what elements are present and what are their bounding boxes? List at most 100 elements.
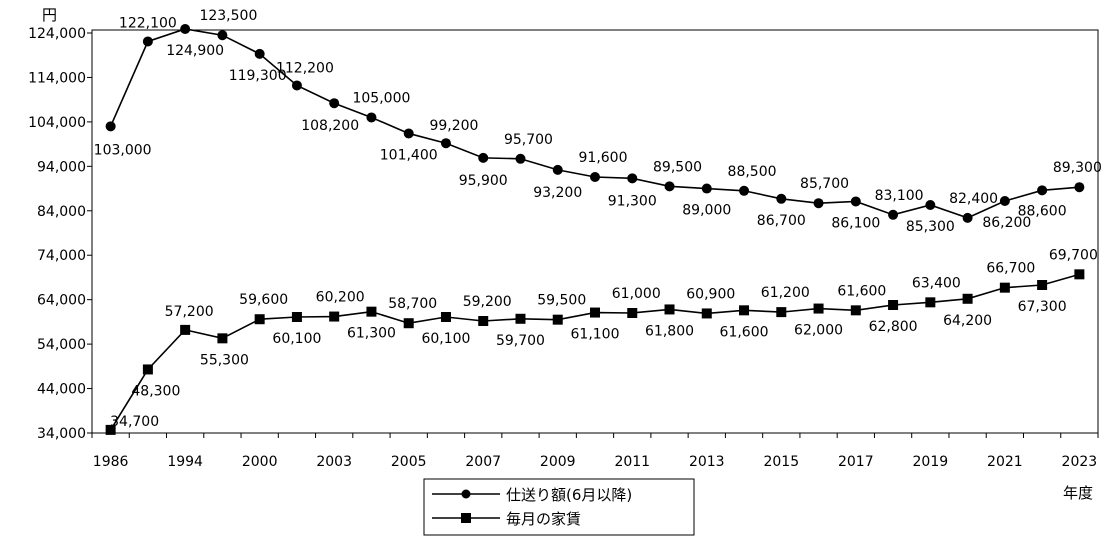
- data-point: [142, 36, 153, 47]
- data-point: [552, 164, 563, 175]
- data-point: [627, 173, 638, 184]
- axes: [91, 29, 1099, 434]
- x-tick-label: 1986: [93, 454, 129, 470]
- legend-marker-circle: [461, 489, 471, 499]
- data-point: [515, 153, 526, 164]
- data-label: 61,600: [720, 324, 769, 340]
- x-tick-label: 2000: [242, 454, 278, 470]
- data-point: [739, 185, 750, 196]
- data-label: 60,900: [686, 286, 735, 302]
- data-point: [552, 314, 563, 325]
- data-label: 62,000: [794, 323, 843, 339]
- data-point: [180, 324, 191, 335]
- data-labels-layer: 103,000 122,100 124,900 123,500 119,300112,2…: [94, 8, 1102, 430]
- data-label: 59,700: [496, 333, 545, 349]
- data-point: [1037, 185, 1048, 196]
- data-point: [813, 303, 824, 314]
- x-tick-label: 2019: [913, 454, 949, 470]
- x-tick-label: 2007: [465, 454, 501, 470]
- data-label: 95,700: [504, 132, 553, 148]
- data-point: [403, 318, 414, 329]
- data-label: 60,200: [316, 290, 365, 306]
- y-tick-label: 64,000: [37, 293, 86, 309]
- data-point: [403, 128, 414, 139]
- data-point: [142, 364, 153, 375]
- data-label: 103,000: [94, 142, 152, 158]
- data-point: [962, 212, 973, 223]
- data-point: [1074, 269, 1085, 280]
- y-tick-label: 124,000: [28, 26, 86, 42]
- data-label: 89,000: [682, 203, 731, 219]
- data-label: 91,600: [579, 150, 628, 166]
- data-point: [999, 196, 1010, 206]
- data-label: 95,900: [459, 173, 508, 189]
- data-point: [999, 282, 1010, 293]
- y-tick-label: 34,000: [37, 426, 86, 442]
- data-point: [701, 183, 712, 194]
- y-tick-label: 54,000: [37, 337, 86, 353]
- data-label: 62,800: [869, 319, 918, 335]
- y-tick-label: 94,000: [37, 159, 86, 175]
- x-axis-ticks: 1986 1994 2000 2003 2005 2007 2009 2011 2013 2015…: [91, 433, 1099, 470]
- data-label: 122,100: [119, 15, 177, 31]
- x-tick-label: 2005: [391, 454, 427, 470]
- data-point: [590, 172, 600, 182]
- data-point: [776, 307, 787, 318]
- data-label: 124,900: [166, 43, 224, 59]
- y-tick-label: 114,000: [28, 70, 86, 86]
- data-point: [217, 30, 228, 41]
- data-label: 58,700: [388, 296, 437, 312]
- data-label: 61,800: [645, 323, 694, 339]
- x-tick-label: 2009: [540, 454, 576, 470]
- x-tick-label: 2003: [316, 454, 352, 470]
- x-tick-label: 2023: [1062, 454, 1098, 470]
- data-label: 60,100: [272, 331, 321, 347]
- legend-box: [423, 478, 695, 536]
- legend-label-sending: 仕送り額(6月以降): [506, 486, 632, 504]
- data-label: 61,600: [837, 283, 886, 299]
- data-point: [739, 305, 750, 316]
- data-label: 86,100: [831, 215, 880, 231]
- data-label: 88,600: [1018, 203, 1067, 219]
- data-point: [627, 308, 638, 318]
- data-point: [888, 209, 899, 220]
- x-tick-label: 2011: [614, 454, 650, 470]
- data-label: 34,700: [110, 414, 159, 430]
- data-label: 89,500: [653, 159, 702, 175]
- data-label: 63,400: [912, 275, 961, 291]
- data-label: 59,200: [463, 294, 512, 310]
- data-point: [850, 305, 861, 316]
- data-label: 105,000: [352, 90, 410, 106]
- data-label: 69,700: [1049, 247, 1098, 263]
- data-label: 66,700: [986, 261, 1035, 277]
- data-label: 86,700: [757, 213, 806, 229]
- data-point: [701, 308, 712, 319]
- data-label: 85,700: [800, 176, 849, 192]
- series-layer: [105, 24, 1085, 435]
- data-point: [776, 193, 787, 204]
- x-axis-unit: 年度: [1063, 484, 1093, 502]
- data-label: 59,500: [537, 293, 586, 309]
- data-label: 60,100: [421, 331, 470, 347]
- data-point: [254, 48, 265, 59]
- y-tick-label: 104,000: [28, 115, 86, 131]
- data-label: 48,300: [131, 383, 180, 399]
- data-label: 112,200: [276, 60, 334, 76]
- data-point: [925, 297, 936, 308]
- x-tick-label: 2017: [838, 454, 874, 470]
- data-label: 99,200: [429, 118, 478, 134]
- legend-marker-square: [461, 513, 471, 523]
- data-point: [180, 24, 191, 34]
- legend: 仕送り額(6月以降) 毎月の家賃: [423, 478, 695, 536]
- data-point: [664, 304, 675, 315]
- data-label: 88,500: [728, 164, 777, 180]
- data-label: 61,300: [347, 326, 396, 342]
- data-label: 86,200: [982, 215, 1031, 231]
- data-label: 61,200: [761, 285, 810, 301]
- y-axis-ticks: 34,000 44,000 54,000 64,000 74,000 84,000 94,0…: [28, 26, 92, 442]
- y-tick-label: 84,000: [37, 204, 86, 220]
- data-label: 119,300: [229, 68, 287, 84]
- data-point: [366, 306, 377, 317]
- data-point: [888, 300, 899, 310]
